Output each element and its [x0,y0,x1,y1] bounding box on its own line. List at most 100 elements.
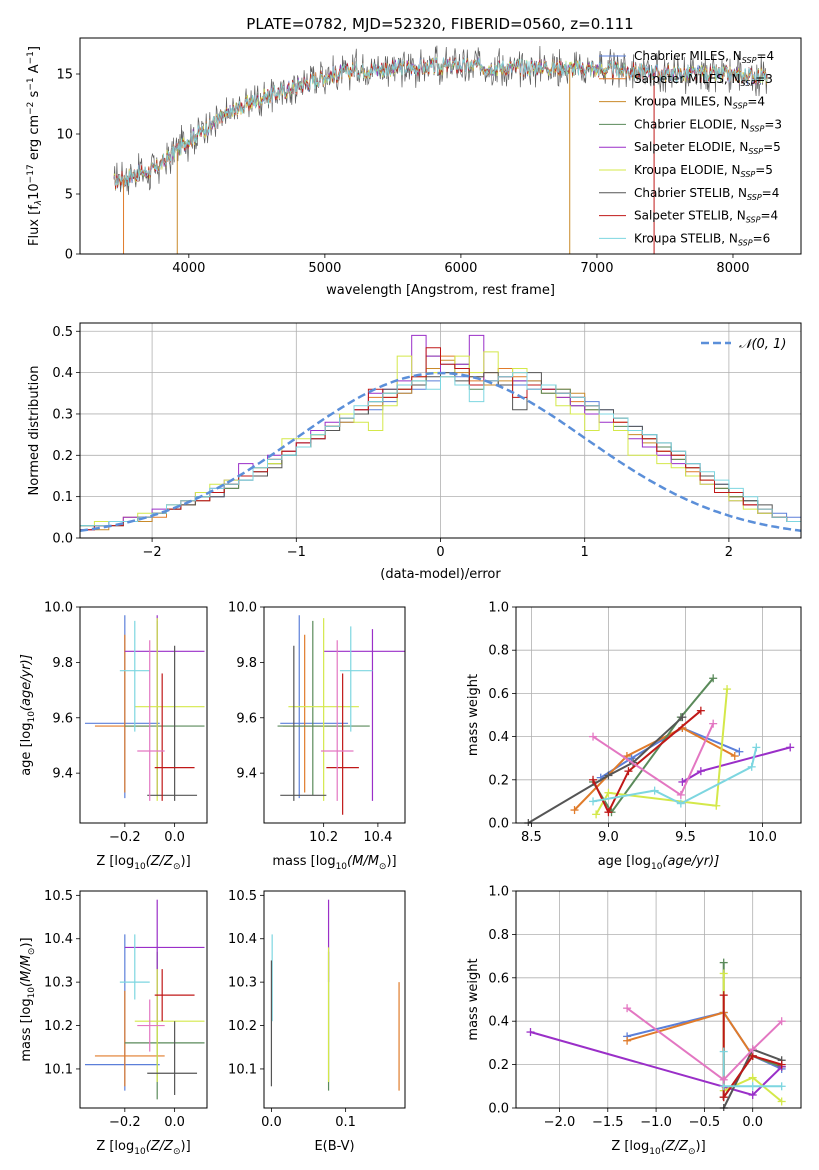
legend-entry: Salpeter ELODIE, NSSP=5 [634,140,781,156]
y-tick-label: 9.4 [52,767,73,782]
y-tick-label: 0.8 [488,644,509,659]
axes-frame [263,606,406,824]
x-tick-label: −1.0 [640,1115,672,1130]
x-tick-label: −0.5 [689,1115,721,1130]
axes-frame [79,37,802,255]
spectrum-legend: Chabrier MILES, NSSP=4 Salpeter MILES, NS… [599,49,782,247]
legend-entry: 𝒩(0, 1) [739,337,786,352]
spectrum-line-kroupa-stelib [113,56,768,187]
spectrum-line-chabrier-stelib [113,45,768,195]
weight-lines [524,674,795,826]
x-tick-label: 0.0 [164,1115,185,1130]
age-vs-Z-panel: −0.2 0.0 9.4 9.6 9.8 10.0 Z [log10(Z/Z⊙)] age [… [19,601,208,872]
y-tick-label: 0.6 [488,971,509,986]
legend-entry: Chabrier MILES, NSSP=4 [634,49,774,65]
legend-entry: Kroupa ELODIE, NSSP=5 [634,163,773,179]
x-tick-label: 10.0 [748,830,777,845]
axes-frame [79,606,208,824]
y-tick-label: 0.4 [52,366,73,381]
age-vs-mass-xlabel: mass [log10(M/M⊙)] [272,854,396,872]
y-tick-label: 9.8 [52,656,73,671]
weight-vs-Z-ylabel: mass weight [466,958,481,1040]
legend-entry: Kroupa MILES, NSSP=4 [634,95,765,111]
y-tick-label: 0.2 [52,449,73,464]
x-tick-label: 10.4 [363,830,392,845]
x-tick-label: 0.0 [261,1115,282,1130]
x-tick-label: 9.0 [598,830,619,845]
axes-frame [263,890,406,1109]
legend-entry: Salpeter STELIB, NSSP=4 [634,209,778,225]
errorbars [84,899,205,1100]
spectrum-xlabel: wavelength [Angstrom, rest frame] [326,283,555,298]
x-tick-label: −0.2 [109,1115,141,1130]
y-tick-label: 0.8 [488,928,509,943]
y-tick-label: 10.1 [44,1062,73,1077]
axes-frame [515,606,802,824]
x-tick-label: 0.0 [742,1115,763,1130]
weight-line-chabrier-stelib [527,716,684,824]
mass-vs-EBV-panel: 0.0 0.1 10.1 10.2 10.3 10.4 10.5 E(B-V) [228,889,406,1154]
age-vs-Z-xlabel: Z [log10(Z/Z⊙)] [96,854,190,872]
y-tick-label: 0.0 [488,1102,509,1117]
residuals-xlabel: (data-model)/error [380,567,501,582]
y-tick-label: 10 [56,128,73,143]
x-tick-label: −2 [143,545,162,560]
figure-title: PLATE=0782, MJD=52320, FIBERID=0560, z=0… [246,15,633,33]
x-tick-label: −0.2 [109,830,141,845]
errorbars [270,899,400,1091]
y-tick-label: 10.4 [44,932,73,947]
mass-vs-Z-ylabel: mass [log10(M/M⊙)] [19,937,37,1061]
weight-line-kroupa-elodie [595,689,729,815]
weight-vs-Z-xlabel: Z [log10(Z/Z⊙)] [611,1139,705,1157]
y-tick-label: 10.0 [228,601,257,616]
mass-vs-Z-xlabel: Z [log10(Z/Z⊙)] [96,1139,190,1157]
y-tick-label: 1.0 [488,601,509,616]
x-tick-label: −1.5 [592,1115,624,1130]
y-tick-label: 5 [65,188,73,203]
y-tick-label: 15 [56,68,73,83]
x-tick-label: 8000 [716,261,749,276]
x-tick-label: 5000 [308,261,341,276]
weight-line-kroupa-stelib [722,1051,782,1088]
y-tick-label: 0.4 [488,1015,509,1030]
spectrum-panel: 4000 5000 6000 7000 8000 0 5 10 15 wavelength [An… [26,37,802,298]
spectrum-lines [113,45,768,254]
spectrum-ylabel: Flux [fλ10−17 erg cm−2 s−1 A−1] [26,46,44,246]
x-tick-label: −2.0 [544,1115,576,1130]
x-tick-label: 0.0 [164,830,185,845]
weight-vs-age-xlabel: age [log10(age/yr)] [598,854,720,872]
y-tick-label: 0.0 [52,532,73,547]
legend-entry: Salpeter MILES, NSSP=3 [634,72,773,88]
x-tick-label: 7000 [580,261,613,276]
y-tick-label: 10.3 [44,976,73,991]
x-tick-label: 8.5 [521,830,542,845]
legend-entry: Kroupa STELIB, NSSP=6 [634,231,770,247]
x-tick-label: 9.5 [675,830,696,845]
errorbars [84,615,205,801]
x-tick-label: 6000 [444,261,477,276]
y-tick-label: 0.2 [488,1058,509,1073]
weight-lines [526,958,786,1111]
panels-layer: 4000 5000 6000 7000 8000 0 5 10 15 wavelength [An… [19,37,802,1157]
y-tick-label: 0.3 [52,407,73,422]
x-tick-label: 2 [725,545,733,560]
y-tick-label: 0.2 [488,773,509,788]
y-tick-label: 0.5 [52,325,73,340]
y-tick-label: 10.5 [44,889,73,904]
errorbars [277,615,405,815]
weight-line-salpeter-stelib [592,709,702,815]
axes-frame [79,890,208,1109]
mass-vs-EBV-xlabel: E(B-V) [314,1139,354,1154]
y-tick-label: 10.2 [228,1019,257,1034]
normal-curve [80,371,801,533]
residuals-panel: −2 −1 0 1 2 0.0 0.1 0.2 0.3 0.4 0.5 (data-model)/er… [27,322,802,582]
histograms [80,334,801,533]
weight-vs-Z-panel: −2.0 −1.5 −1.0 −0.5 0.0 0.0 0.2 0.4 0.6 0.8 1.0 Z [… [466,885,802,1157]
y-tick-label: 0.1 [52,490,73,505]
y-tick-label: 10.3 [228,976,257,991]
age-vs-Z-ylabel: age [log10(age/yr)] [19,654,37,776]
x-tick-label: 4000 [172,261,205,276]
x-tick-label: 0 [436,545,444,560]
mass-vs-Z-panel: −0.2 0.0 10.1 10.2 10.3 10.4 10.5 Z [log10(Z/Z⊙… [19,889,208,1157]
y-tick-label: 0 [65,248,73,263]
